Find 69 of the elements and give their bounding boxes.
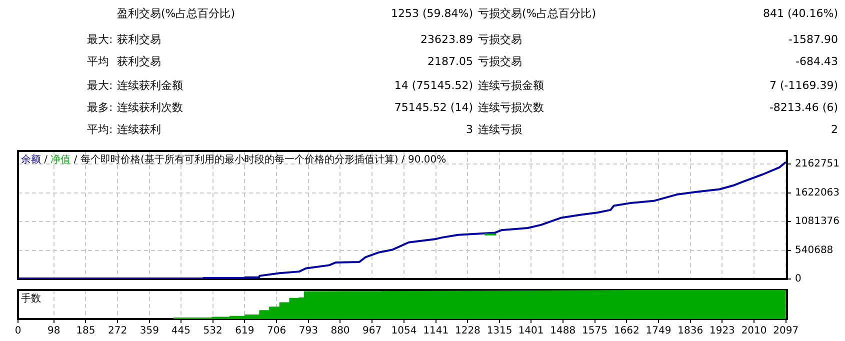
text: -8213.46 (6): [769, 101, 838, 115]
x-tick-label: 1315: [486, 326, 512, 337]
text: 3: [466, 123, 473, 137]
x-tick-label: 880: [330, 326, 350, 337]
category-label: 平均: [87, 123, 109, 137]
x-tick-label: 1749: [646, 326, 672, 337]
text: 获利交易: [117, 33, 161, 47]
x-tick-label: 359: [140, 326, 160, 337]
x-tick-label: 1923: [709, 326, 735, 337]
y-tick-label: 540688: [795, 244, 834, 256]
text: 连续获利: [117, 123, 161, 137]
y-tick-label: 1081376: [795, 216, 840, 228]
x-tick-label: 967: [362, 326, 382, 337]
text: 连续亏损金额: [478, 79, 544, 93]
text: 盈利交易(%占总百分比): [117, 7, 236, 21]
x-tick-label: 2010: [741, 326, 767, 337]
x-tick-label: 1228: [454, 326, 480, 337]
x-tick-label: 1662: [614, 326, 640, 337]
x-tick-label: 1401: [518, 326, 544, 337]
text: /: [74, 154, 78, 166]
text: 7 (-1169.39): [769, 79, 838, 93]
text: :: [109, 79, 113, 93]
y-tick-label: 2162751: [795, 158, 840, 170]
x-tick-label: 619: [235, 326, 254, 337]
x-tick-label: 1836: [678, 326, 704, 337]
text: 连续获利金额: [117, 79, 183, 93]
text: :: [109, 123, 113, 137]
x-tick-label: 98: [48, 326, 60, 337]
text: :: [109, 33, 113, 47]
text: 获利交易: [117, 55, 161, 69]
chart-title: 每个即时价格(基于所有可利用的最小时段的每一个价格的分形插值计算) / 90.00%: [80, 154, 446, 166]
category-label: 最大: [87, 33, 109, 47]
text: 23623.89: [420, 33, 473, 47]
y-tick-label: 0: [795, 274, 802, 285]
x-tick-label: 706: [266, 326, 286, 337]
y-tick-label: 1622063: [795, 187, 840, 198]
text: 841 (40.16%): [762, 7, 838, 21]
text: 连续获利次数: [117, 101, 183, 115]
x-tick-label: 793: [298, 326, 318, 337]
text: 亏损交易: [478, 33, 522, 47]
category-label: 最多: [87, 101, 109, 115]
text: 2: [831, 123, 838, 137]
text: 余额: [21, 154, 41, 166]
text: 亏损交易(%占总百分比): [478, 7, 596, 21]
text: 净值: [50, 154, 71, 166]
x-tick-label: 272: [108, 326, 128, 337]
text: 连续亏损: [478, 123, 522, 137]
annotation: /: [41, 154, 51, 166]
x-tick-label: 185: [76, 326, 96, 337]
text: 1253 (59.84%): [390, 7, 473, 21]
text: 亏损交易: [478, 55, 522, 69]
x-tick-label: 1575: [582, 326, 608, 337]
text: 14 (75145.52): [394, 79, 473, 93]
text: 75145.52 (14): [394, 101, 473, 115]
x-tick-label: 0: [14, 326, 22, 337]
x-tick-label: 2097: [773, 326, 799, 337]
x-tick-label: 532: [203, 326, 222, 337]
y-axis-title: 手数: [21, 292, 41, 305]
text: -684.43: [796, 55, 838, 69]
x-tick-label: 1054: [391, 326, 417, 337]
x-tick-label: 1141: [423, 326, 449, 337]
category-label: 最大: [87, 79, 109, 93]
text: 2187.05: [428, 55, 473, 69]
x-tick-label: 1488: [550, 326, 576, 337]
text: 连续亏损次数: [478, 101, 544, 115]
text: :: [109, 101, 113, 115]
x-tick-label: 445: [171, 326, 190, 337]
category-label: 平均: [87, 55, 109, 69]
text: -1587.90: [788, 33, 838, 47]
